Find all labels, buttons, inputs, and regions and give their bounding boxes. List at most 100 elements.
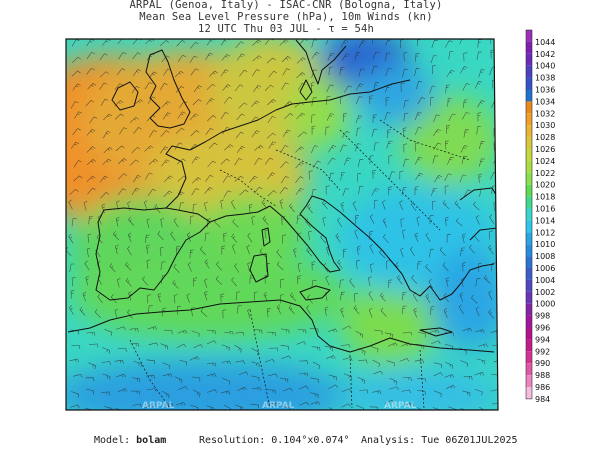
wind-barb <box>235 131 245 139</box>
wind-barb <box>83 201 88 211</box>
watermark: ARPAL <box>262 401 295 411</box>
wind-barb <box>433 372 443 377</box>
wind-barb <box>71 391 80 398</box>
wind-barb <box>236 53 245 61</box>
wind-barb <box>176 343 187 348</box>
wind-barb <box>177 111 186 119</box>
wind-barb <box>221 344 230 351</box>
wind-barb <box>246 244 251 255</box>
wind-barb <box>281 355 291 360</box>
wind-barb <box>373 82 379 91</box>
wind-barb <box>133 174 141 183</box>
wind-barb <box>387 342 398 347</box>
wind-barb <box>290 292 297 302</box>
wind-barb <box>160 275 166 284</box>
wind-barb <box>461 155 468 165</box>
wind-barb <box>462 390 471 397</box>
wind-barb <box>189 113 199 121</box>
wind-barb <box>269 347 279 352</box>
wind-barb <box>86 129 96 136</box>
wind-barb <box>73 160 82 168</box>
wind-barb <box>280 145 289 153</box>
wind-barb <box>340 344 351 348</box>
wind-barb <box>252 69 260 77</box>
wind-barb <box>295 161 304 169</box>
wind-barb <box>133 360 142 368</box>
wind-barb <box>358 40 366 48</box>
wind-barb <box>259 248 266 258</box>
wind-barb <box>237 386 247 392</box>
analysis-label: Analysis: <box>361 435 416 446</box>
wind-barb <box>369 155 374 165</box>
wind-barb <box>207 218 211 228</box>
wind-barb <box>417 390 426 396</box>
wind-barb <box>385 84 392 93</box>
wind-barb <box>414 112 422 121</box>
wind-barb <box>134 99 144 106</box>
wind-barb <box>395 262 401 272</box>
wind-barb <box>189 356 200 361</box>
wind-barb <box>371 128 378 137</box>
wind-barb <box>372 39 377 44</box>
wind-barb <box>143 200 148 210</box>
wind-barb <box>128 216 135 226</box>
wind-barb <box>267 190 277 197</box>
wind-barb <box>114 100 124 107</box>
wind-barb <box>343 373 352 381</box>
colorbar-swatch <box>526 363 532 376</box>
wind-barb <box>118 173 127 180</box>
wind-barb <box>144 145 154 152</box>
wind-barb <box>477 112 482 122</box>
wind-barb <box>446 234 451 243</box>
wind-barb <box>444 343 453 350</box>
wind-barb <box>488 309 495 319</box>
wind-barb <box>130 159 139 166</box>
wind-barb <box>223 190 232 198</box>
wind-barb <box>414 142 419 152</box>
wind-barb <box>127 245 132 256</box>
wind-barb <box>254 157 263 166</box>
watermark: ARPAL <box>384 401 417 411</box>
wind-barb <box>299 401 309 406</box>
wind-barb <box>163 329 173 335</box>
wind-barb <box>205 128 214 135</box>
wind-barb <box>251 361 260 368</box>
wind-barb <box>445 140 449 150</box>
colorbar-label: 1040 <box>535 62 555 71</box>
wind-barb <box>115 145 125 152</box>
wind-barb <box>327 52 335 61</box>
pressure-colorbar: 1044 1042 1040 1038 1036 1034 1032 1030 1028 1026… <box>525 29 555 404</box>
wind-barb <box>224 331 234 335</box>
wind-barb <box>97 275 102 285</box>
wind-barb <box>236 113 245 121</box>
wind-barb <box>97 214 102 225</box>
wind-barb <box>222 84 231 91</box>
wind-barb <box>220 69 229 77</box>
wind-barb <box>326 96 331 105</box>
wind-barb <box>327 157 336 165</box>
wind-barb <box>475 278 481 287</box>
wind-barb <box>253 329 263 334</box>
wind-barb <box>311 97 317 106</box>
wind-barb <box>402 331 413 336</box>
colorbar-label: 1024 <box>535 157 555 166</box>
wind-barb <box>447 98 452 107</box>
wind-barb <box>177 329 188 334</box>
wind-barb <box>85 275 89 286</box>
wind-barb <box>117 188 127 196</box>
wind-barb <box>357 376 366 384</box>
wind-barb <box>178 359 187 366</box>
wind-barb <box>89 343 99 348</box>
wind-barb <box>488 245 494 255</box>
wind-barb <box>310 392 319 399</box>
wind-barb <box>268 70 277 78</box>
wind-barb <box>433 114 440 123</box>
wind-barb <box>444 374 455 378</box>
wind-barb <box>132 403 142 408</box>
wind-barb <box>475 215 480 225</box>
wind-barb <box>385 97 390 107</box>
wind-barb <box>341 403 351 408</box>
wind-barb <box>162 112 171 120</box>
wind-barb <box>266 132 276 139</box>
wind-barb <box>238 371 249 376</box>
